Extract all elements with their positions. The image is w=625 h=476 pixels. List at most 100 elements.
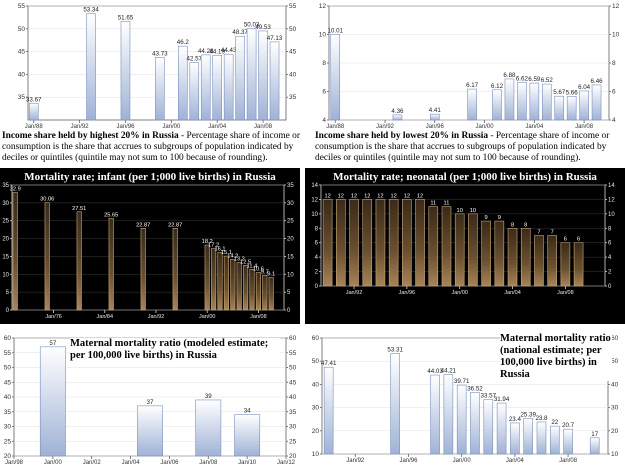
y-tick-label: 10	[287, 272, 294, 278]
bar	[236, 262, 242, 311]
y-tick-label: 0	[608, 284, 612, 290]
bar	[336, 199, 346, 287]
y-tick-label: 2	[608, 270, 612, 276]
y-tick-label: 20	[287, 237, 294, 243]
data-label: 12	[364, 193, 370, 199]
bar	[517, 82, 527, 121]
bar	[223, 255, 229, 311]
bar	[496, 402, 507, 455]
x-tick-label: Jan/00	[44, 460, 63, 466]
chart-panel-neonatal-mortality: 0 0 2 2 4 4 6 6 8 8 10 10 12 12 14 14 Jan/92 Jan/96 Jan/00…	[305, 168, 625, 324]
data-label: 6.17	[466, 82, 479, 89]
data-label: 11.4	[247, 263, 258, 269]
y-tick-label: 8	[608, 226, 612, 232]
y-tick-label: 25	[287, 219, 294, 225]
x-tick-label: Jan/04	[525, 124, 544, 128]
chart-title: Mortality rate; neonatal (per 1;000 live…	[333, 171, 597, 183]
chart-panel-infant-mortality: 0 0 5 5 10 10 15 15 20 20 25 25 30 30 35 35 Jan/76 Jan/84…	[0, 168, 300, 324]
bar	[573, 242, 584, 287]
data-label: 12.5	[240, 259, 251, 265]
data-label: 6.62	[516, 76, 529, 83]
bar	[541, 83, 552, 121]
bar	[402, 199, 412, 287]
data-label: 43.73	[152, 50, 168, 57]
y-tick-label: 45	[289, 49, 297, 56]
bar	[388, 199, 399, 287]
y-tick-label: 25	[4, 438, 12, 445]
x-tick-label: Jan/96	[426, 124, 445, 128]
y-tick-label: 25	[289, 438, 297, 445]
y-tick-label: 20	[312, 428, 320, 435]
data-label: 49.53	[255, 24, 271, 31]
bar	[494, 220, 505, 287]
bar	[549, 425, 560, 455]
data-label: 42.57	[187, 56, 203, 63]
bar	[12, 192, 18, 311]
y-tick-label: 10	[319, 32, 327, 39]
data-label: 32.9	[10, 187, 21, 193]
data-label: 44.43	[221, 47, 237, 54]
bar	[591, 84, 602, 121]
y-tick-label: 20	[2, 237, 9, 243]
y-tick-label: 12	[319, 3, 327, 10]
y-tick-label: 12	[612, 3, 620, 10]
data-label: 8	[524, 222, 527, 228]
bar	[200, 54, 211, 121]
y-tick-label: 0	[315, 284, 319, 290]
x-tick-label: Jan/00	[453, 458, 472, 464]
data-label: 6	[564, 237, 567, 243]
bar	[86, 13, 96, 121]
bar	[234, 414, 261, 457]
y-tick-label: 25	[2, 219, 9, 225]
data-label: 48.37	[232, 29, 248, 36]
y-tick-label: 50	[18, 26, 26, 33]
data-label: 23.4	[509, 416, 522, 423]
bar	[195, 399, 222, 457]
y-tick-label: 60	[4, 335, 12, 342]
chart-infant-mortality: 0 0 5 5 10 10 15 15 20 20 25 25 30 30 35 35 Jan/76 Jan/84…	[2, 183, 294, 320]
data-label: 12	[338, 193, 344, 199]
x-tick-label: Jan/08	[559, 458, 578, 464]
data-label: 33.67	[26, 96, 42, 103]
y-tick-label: 50	[289, 26, 297, 33]
y-tick-label: 6	[608, 241, 612, 247]
bar	[375, 199, 386, 287]
y-tick-label: 60	[611, 335, 619, 342]
y-tick-label: 5	[287, 290, 291, 296]
x-tick-label: Jan/96	[399, 458, 418, 464]
y-tick-label: 20	[289, 453, 297, 460]
y-tick-label: 35	[287, 183, 294, 189]
y-tick-label: 4	[315, 255, 319, 261]
caption-text: - Percentage share of income or consumpt…	[2, 131, 300, 163]
bar	[268, 277, 274, 311]
data-label: 12	[404, 193, 410, 199]
chart-panel-maternal-modeled: 20 20 25 25 30 30 35 35 40 40 45 45 50 50 55 55 60 60 Jan/…	[0, 330, 300, 476]
bar	[589, 437, 600, 455]
bar	[523, 417, 533, 455]
bar	[230, 258, 236, 311]
y-tick-label: 10	[2, 272, 9, 278]
bar	[563, 428, 573, 455]
x-tick-label: Jan/08	[199, 460, 218, 466]
data-label: 6.12	[491, 83, 504, 90]
x-tick-label: Jan/04	[504, 290, 521, 296]
data-label: 5.67	[553, 89, 566, 96]
x-tick-label: Jan/04	[506, 458, 525, 464]
data-label: 12	[377, 193, 383, 199]
bar	[189, 62, 200, 121]
data-label: 53.34	[83, 7, 99, 14]
x-tick-label: Jan/12	[277, 460, 296, 466]
x-tick-label: Jan/92	[148, 314, 165, 320]
y-tick-label: 30	[4, 424, 12, 431]
data-label: 25.39	[520, 411, 536, 418]
data-label: 10.6	[253, 267, 264, 273]
y-tick-label: 50	[4, 365, 12, 372]
bar	[140, 228, 146, 311]
y-tick-label: 14	[608, 183, 615, 189]
y-tick-label: 30	[611, 405, 619, 412]
bar	[529, 82, 540, 121]
data-label: 51.65	[118, 14, 134, 21]
x-tick-label: Jan/08	[254, 124, 273, 128]
y-tick-label: 40	[312, 381, 320, 388]
data-label: 33.57	[481, 392, 497, 399]
